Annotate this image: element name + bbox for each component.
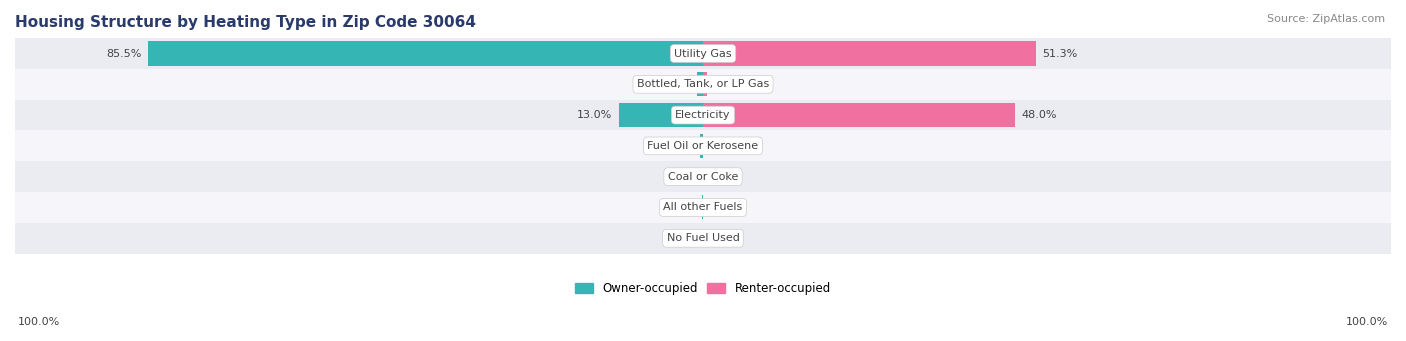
Text: No Fuel Used: No Fuel Used	[666, 233, 740, 243]
Text: Utility Gas: Utility Gas	[675, 48, 731, 59]
Text: 0.89%: 0.89%	[655, 79, 690, 89]
Bar	[703, 72, 707, 96]
Bar	[15, 161, 1391, 192]
Text: 48.0%: 48.0%	[1021, 110, 1056, 120]
Bar	[148, 42, 703, 65]
Bar	[15, 131, 1391, 161]
Text: 0.0%: 0.0%	[710, 141, 738, 151]
Bar	[15, 38, 1391, 69]
Bar	[697, 72, 703, 96]
Text: 0.18%: 0.18%	[659, 203, 696, 212]
Bar	[15, 100, 1391, 131]
Text: Source: ZipAtlas.com: Source: ZipAtlas.com	[1267, 14, 1385, 24]
Text: 85.5%: 85.5%	[107, 48, 142, 59]
Text: 0.0%: 0.0%	[710, 233, 738, 243]
Text: 0.46%: 0.46%	[658, 141, 693, 151]
Bar	[703, 103, 1015, 127]
Text: Bottled, Tank, or LP Gas: Bottled, Tank, or LP Gas	[637, 79, 769, 89]
Legend: Owner-occupied, Renter-occupied: Owner-occupied, Renter-occupied	[575, 282, 831, 295]
Bar	[619, 103, 703, 127]
Text: Fuel Oil or Kerosene: Fuel Oil or Kerosene	[647, 141, 759, 151]
Text: 51.3%: 51.3%	[1042, 48, 1078, 59]
Text: 0.0%: 0.0%	[710, 172, 738, 182]
Text: 0.0%: 0.0%	[668, 233, 696, 243]
Text: 100.0%: 100.0%	[1346, 317, 1388, 327]
Bar	[15, 192, 1391, 223]
Bar	[15, 223, 1391, 254]
Text: 13.0%: 13.0%	[576, 110, 612, 120]
Bar	[15, 69, 1391, 100]
Text: 100.0%: 100.0%	[18, 317, 60, 327]
Text: Housing Structure by Heating Type in Zip Code 30064: Housing Structure by Heating Type in Zip…	[15, 15, 477, 30]
Text: All other Fuels: All other Fuels	[664, 203, 742, 212]
Text: 0.62%: 0.62%	[713, 79, 749, 89]
Text: 0.0%: 0.0%	[710, 203, 738, 212]
Text: Electricity: Electricity	[675, 110, 731, 120]
Bar	[703, 42, 1036, 65]
Bar	[700, 134, 703, 158]
Text: 0.0%: 0.0%	[668, 172, 696, 182]
Text: Coal or Coke: Coal or Coke	[668, 172, 738, 182]
